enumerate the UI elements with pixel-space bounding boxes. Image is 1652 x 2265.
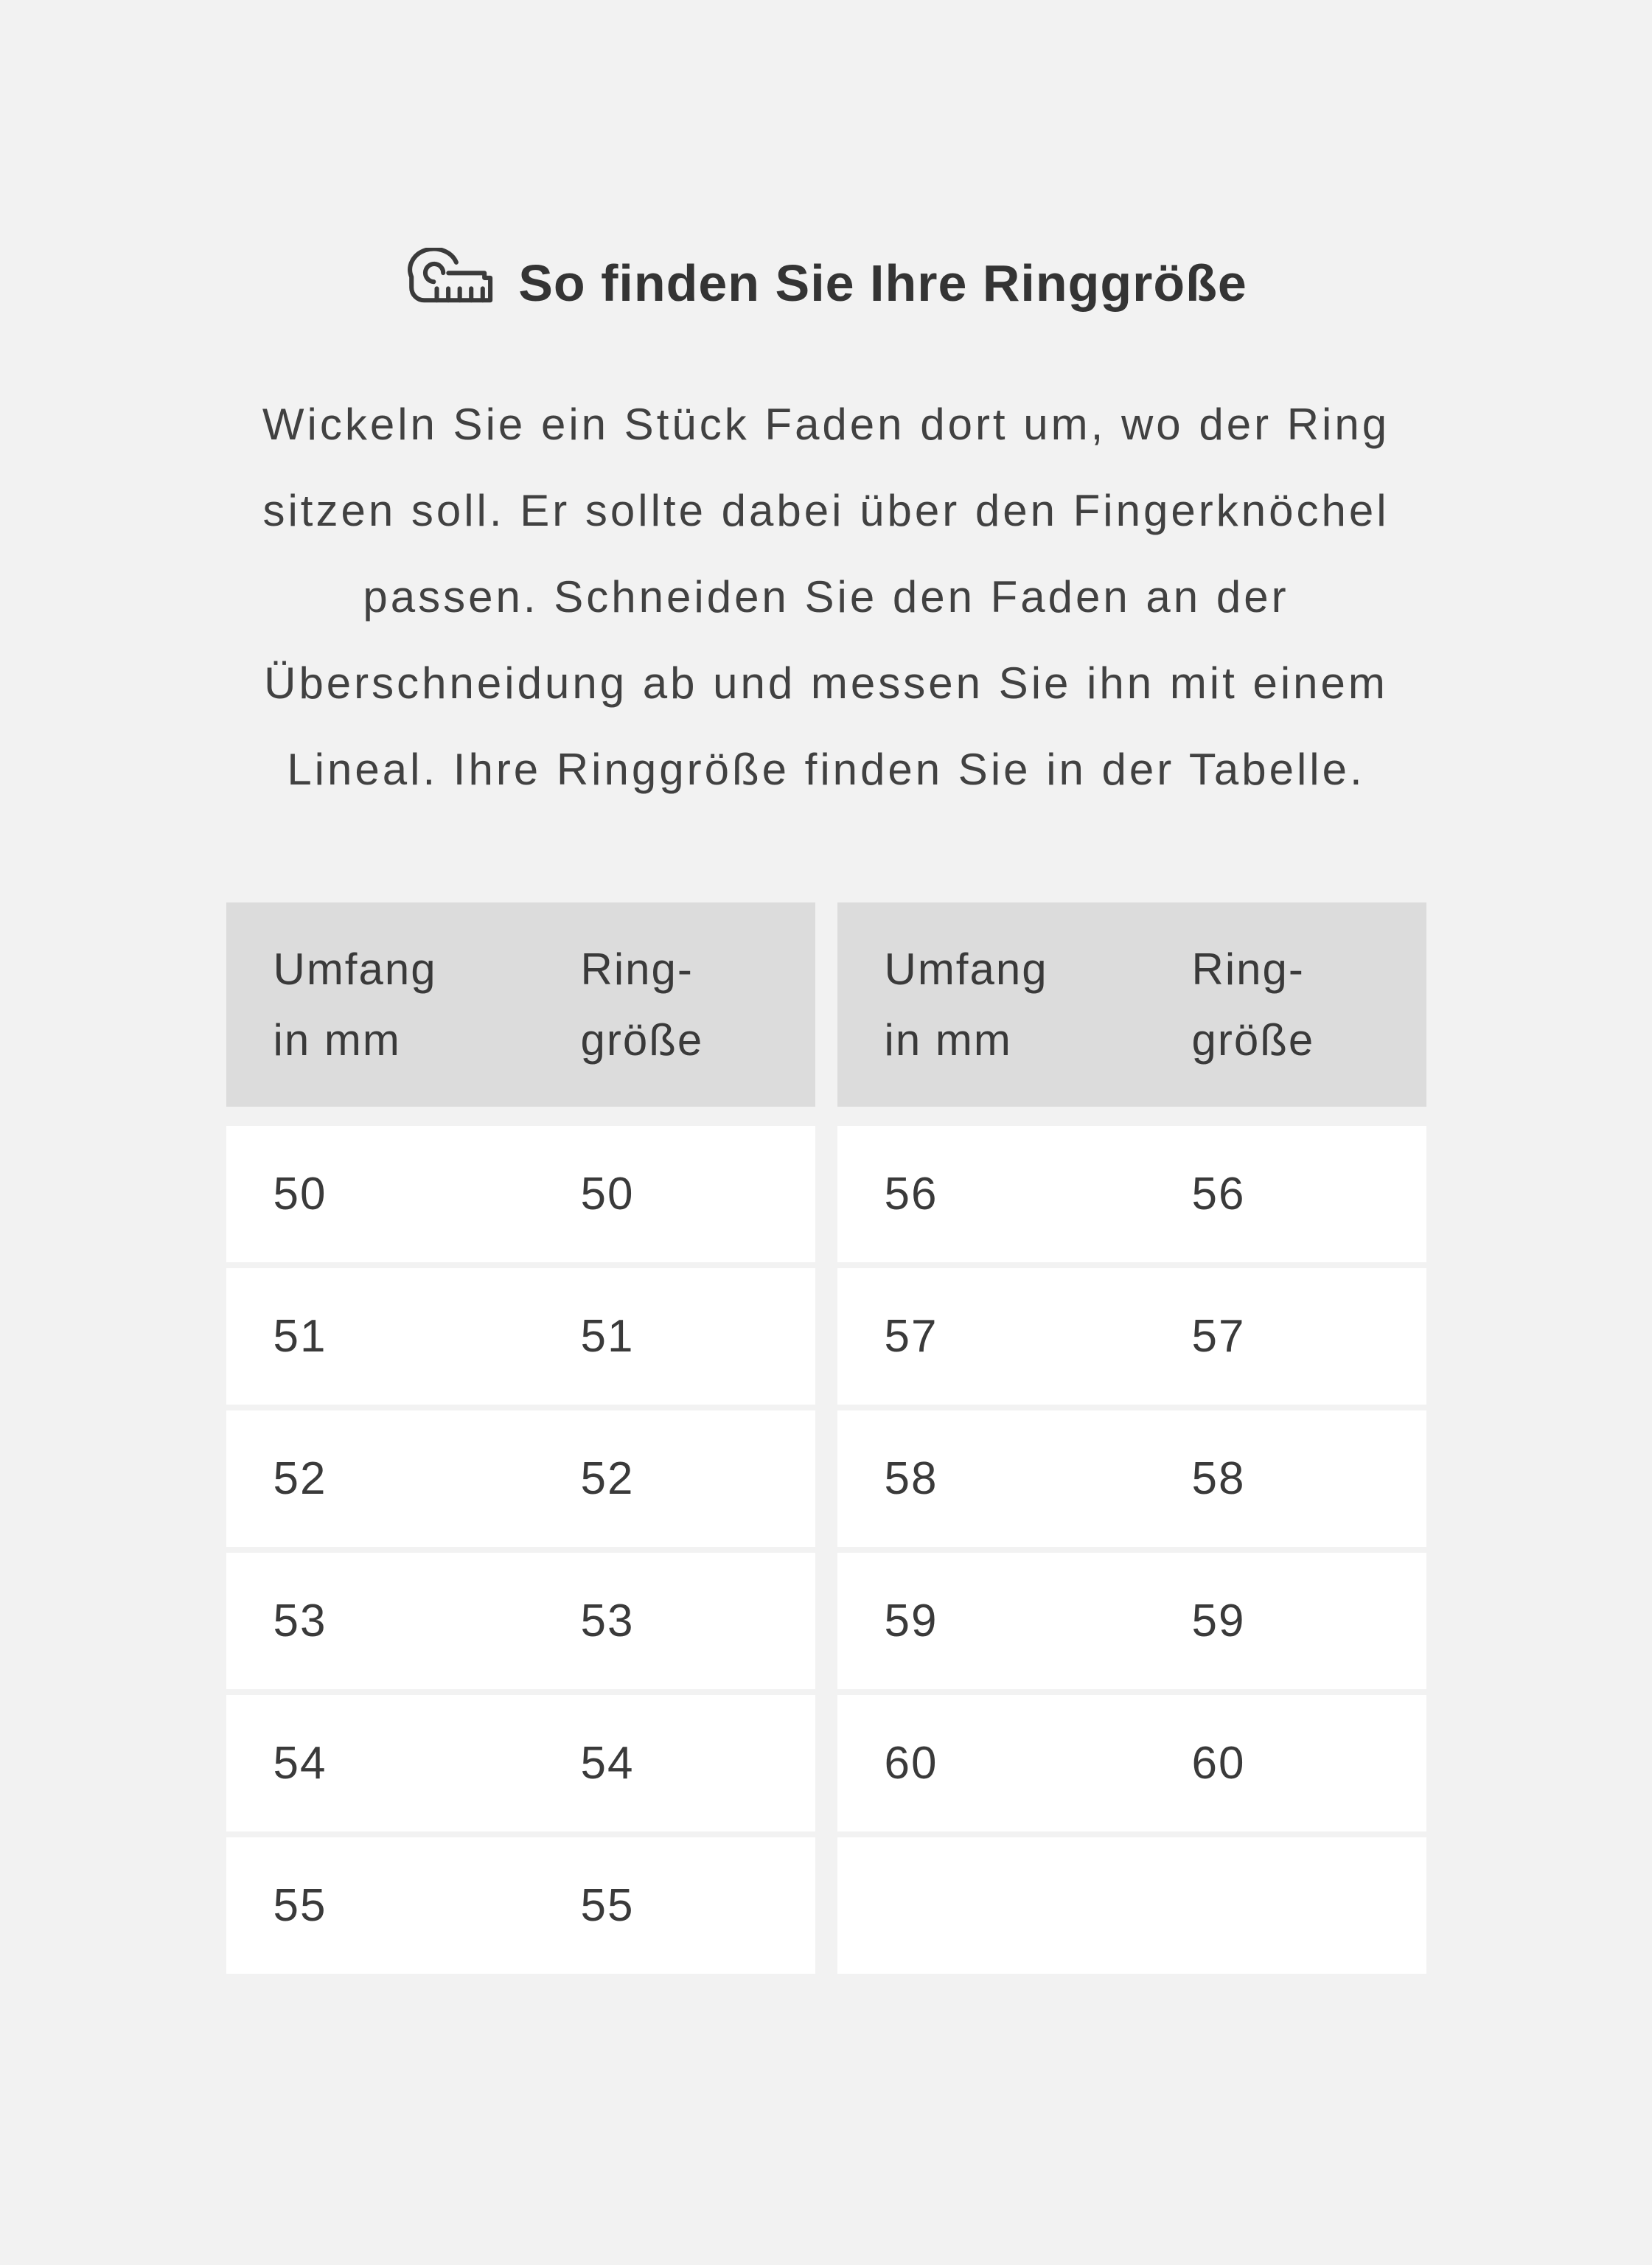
ring-size-value: 52 [580, 1453, 635, 1504]
ring-size-value: 55 [580, 1880, 635, 1931]
ring-size-value: 60 [1191, 1738, 1246, 1789]
column-header-ring-size: Ring- größe [1191, 944, 1315, 1065]
circumference-value: 54 [273, 1738, 327, 1789]
ring-size-value: 56 [1191, 1169, 1246, 1220]
table-row: 55 55 [226, 1837, 815, 1974]
size-table-left: Umfang in mm Ring- größe 50 50 51 51 52 … [226, 902, 815, 1974]
circumference-value: 51 [273, 1311, 327, 1362]
circumference-value: 56 [884, 1169, 938, 1220]
circumference-value: 58 [884, 1453, 938, 1504]
ring-size-value: 57 [1191, 1311, 1246, 1362]
ring-size-value: 59 [1191, 1596, 1246, 1646]
table-row: 51 51 [226, 1268, 815, 1405]
instructions-line: sitzen soll. Er sollte dabei über den Fi… [262, 486, 1390, 535]
instructions-line: passen. Schneiden Sie den Faden an der [363, 572, 1289, 622]
circumference-value: 53 [273, 1596, 327, 1646]
measuring-tape-icon [405, 248, 496, 318]
table-row: 52 52 [226, 1410, 815, 1547]
circumference-value: 52 [273, 1453, 327, 1504]
column-header-circumference: Umfang in mm [884, 944, 1048, 1065]
table-row: 59 59 [837, 1553, 1426, 1689]
instructions-text: Wickeln Sie ein Stück Faden dort um, wo … [0, 381, 1652, 813]
table-row: 60 60 [837, 1695, 1426, 1831]
table-row-empty [837, 1837, 1426, 1974]
column-header-circumference: Umfang in mm [273, 944, 437, 1065]
ring-size-value: 54 [580, 1738, 635, 1789]
table-header-row: Umfang in mm Ring- größe [837, 902, 1426, 1107]
table-row: 57 57 [837, 1268, 1426, 1405]
circumference-value: 60 [884, 1738, 938, 1789]
instructions-line: Wickeln Sie ein Stück Faden dort um, wo … [262, 400, 1390, 449]
ring-size-value: 51 [580, 1311, 635, 1362]
table-body: 50 50 51 51 52 52 53 53 54 54 [226, 1126, 815, 1974]
table-body: 56 56 57 57 58 58 59 59 60 60 [837, 1126, 1426, 1974]
table-row: 58 58 [837, 1410, 1426, 1547]
instructions-line: Lineal. Ihre Ringgröße finden Sie in der… [287, 745, 1365, 794]
ring-size-value: 53 [580, 1596, 635, 1646]
page-title: So finden Sie Ihre Ringgröße [518, 254, 1247, 312]
circumference-value: 55 [273, 1880, 327, 1931]
instructions-line: Überschneidung ab und messen Sie ihn mit… [264, 658, 1388, 708]
table-row: 54 54 [226, 1695, 815, 1831]
section-header: So finden Sie Ihre Ringgröße [0, 0, 1652, 318]
size-table-right: Umfang in mm Ring- größe 56 56 57 57 58 … [837, 902, 1426, 1974]
circumference-value: 59 [884, 1596, 938, 1646]
table-row: 50 50 [226, 1126, 815, 1262]
size-tables: Umfang in mm Ring- größe 50 50 51 51 52 … [0, 902, 1652, 1974]
table-row: 56 56 [837, 1126, 1426, 1262]
circumference-value: 57 [884, 1311, 938, 1362]
column-header-ring-size: Ring- größe [580, 944, 704, 1065]
table-row: 53 53 [226, 1553, 815, 1689]
ring-size-value: 50 [580, 1169, 635, 1220]
circumference-value: 50 [273, 1169, 327, 1220]
table-header-row: Umfang in mm Ring- größe [226, 902, 815, 1107]
ring-size-value: 58 [1191, 1453, 1246, 1504]
